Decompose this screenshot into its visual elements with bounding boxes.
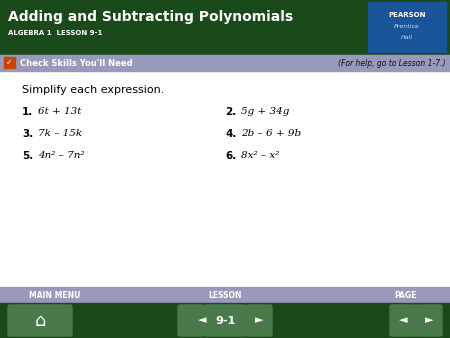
Text: ◄: ◄	[198, 315, 206, 325]
Text: ►: ►	[255, 315, 263, 325]
Text: 5.: 5.	[22, 151, 33, 161]
Text: ✓: ✓	[6, 58, 13, 67]
Text: PAGE: PAGE	[394, 290, 416, 299]
Text: 2.: 2.	[225, 107, 236, 117]
FancyBboxPatch shape	[416, 305, 442, 336]
Text: LESSON: LESSON	[208, 290, 242, 299]
Text: 8x² – x²: 8x² – x²	[241, 151, 279, 160]
Text: Prentice: Prentice	[394, 24, 420, 29]
FancyBboxPatch shape	[178, 305, 204, 336]
Text: 4.: 4.	[225, 129, 236, 139]
Text: 7k – 15k: 7k – 15k	[38, 129, 82, 138]
Text: ⌂: ⌂	[34, 312, 46, 330]
FancyBboxPatch shape	[8, 305, 72, 336]
Bar	[0, 55, 450, 71]
Text: ►: ►	[425, 315, 433, 325]
Bar	[0, 0, 450, 55]
Text: 5g + 34g: 5g + 34g	[241, 107, 289, 116]
Text: ALGEBRA 1  LESSON 9-1: ALGEBRA 1 LESSON 9-1	[8, 30, 103, 36]
Text: MAIN MENU: MAIN MENU	[29, 290, 81, 299]
Bar	[4, 57, 15, 68]
FancyBboxPatch shape	[390, 305, 416, 336]
FancyBboxPatch shape	[246, 305, 272, 336]
Text: PEARSON: PEARSON	[388, 12, 426, 18]
Text: Hall: Hall	[401, 35, 413, 40]
Text: Check Skills You'll Need: Check Skills You'll Need	[20, 58, 133, 68]
Text: ◄: ◄	[399, 315, 407, 325]
Text: 6.: 6.	[225, 151, 236, 161]
Text: Simplify each expression.: Simplify each expression.	[22, 85, 164, 95]
Text: 9-1: 9-1	[215, 315, 235, 325]
Bar	[368, 2, 446, 52]
Text: 4n² – 7n²: 4n² – 7n²	[38, 151, 85, 160]
Bar	[0, 303, 450, 338]
FancyBboxPatch shape	[204, 305, 246, 336]
Bar	[0, 287, 450, 303]
Text: (For help, go to Lesson 1-7.): (For help, go to Lesson 1-7.)	[338, 58, 445, 68]
Text: 1.: 1.	[22, 107, 33, 117]
Text: 2b – 6 + 9b: 2b – 6 + 9b	[241, 129, 301, 138]
Text: 6t + 13t: 6t + 13t	[38, 107, 81, 116]
Text: Adding and Subtracting Polynomials: Adding and Subtracting Polynomials	[8, 10, 293, 24]
Text: 3.: 3.	[22, 129, 33, 139]
